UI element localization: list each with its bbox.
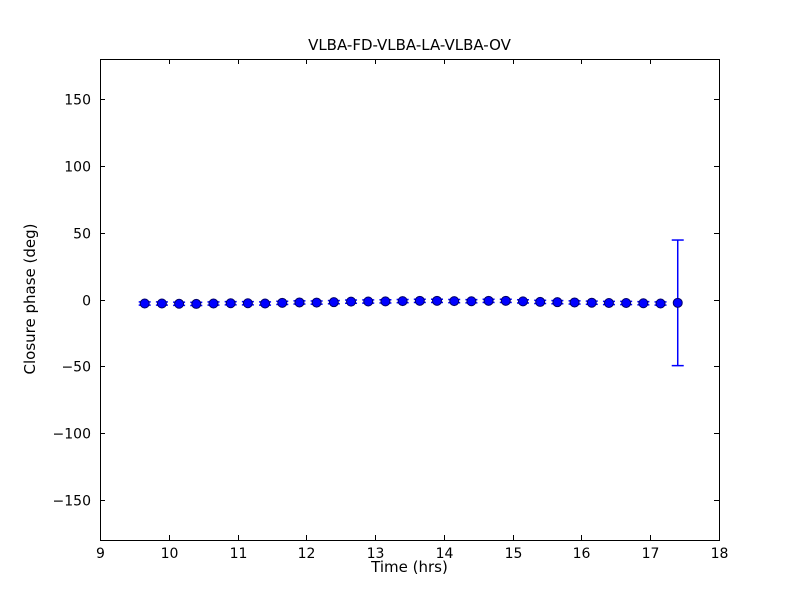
y-tick-label: −100 <box>53 427 91 443</box>
data-point <box>552 297 563 308</box>
data-point <box>363 296 374 307</box>
x-tick-label: 15 <box>505 546 523 562</box>
x-tick-label: 13 <box>367 546 385 562</box>
data-point <box>191 298 202 309</box>
y-axis-label: Closure phase (deg) <box>21 223 39 375</box>
y-tick-label: 100 <box>64 160 91 176</box>
data-point <box>655 298 666 309</box>
y-tick-label: −50 <box>61 360 91 376</box>
data-point <box>380 296 391 307</box>
data-point <box>517 296 528 307</box>
data-point <box>672 297 683 308</box>
data-point <box>277 297 288 308</box>
data-point <box>294 297 305 308</box>
data-point <box>449 296 460 307</box>
plot-title: VLBA-FD-VLBA-LA-VLBA-OV <box>308 36 511 54</box>
data-point <box>466 296 477 307</box>
data-point <box>311 297 322 308</box>
data-point <box>208 298 219 309</box>
data-point <box>621 297 632 308</box>
x-axis-label: Time (hrs) <box>371 558 448 576</box>
x-tick-label: 9 <box>96 546 105 562</box>
data-point <box>242 298 253 309</box>
data-point <box>174 298 185 309</box>
data-point <box>397 296 408 307</box>
y-tick-label: −150 <box>53 494 91 510</box>
data-point <box>260 298 271 309</box>
data-point <box>414 295 425 306</box>
x-tick-label: 16 <box>573 546 591 562</box>
data-point <box>225 298 236 309</box>
x-tick-label: 18 <box>711 546 729 562</box>
data-point <box>586 297 597 308</box>
data-point <box>139 298 150 309</box>
y-tick-label: 50 <box>73 227 91 243</box>
data-point <box>156 298 167 309</box>
data-point <box>328 297 339 308</box>
data-point <box>500 295 511 306</box>
x-tick-label: 10 <box>161 546 179 562</box>
y-tick-label: 150 <box>64 93 91 109</box>
data-point <box>432 295 443 306</box>
y-tick-label: 0 <box>82 294 91 310</box>
x-tick-label: 17 <box>642 546 660 562</box>
data-point <box>535 296 546 307</box>
data-point <box>638 298 649 309</box>
data-point <box>483 295 494 306</box>
x-tick-label: 14 <box>436 546 454 562</box>
data-point <box>346 296 357 307</box>
x-tick-label: 12 <box>298 546 316 562</box>
x-tick-label: 11 <box>230 546 248 562</box>
data-point <box>569 297 580 308</box>
data-point <box>603 297 614 308</box>
